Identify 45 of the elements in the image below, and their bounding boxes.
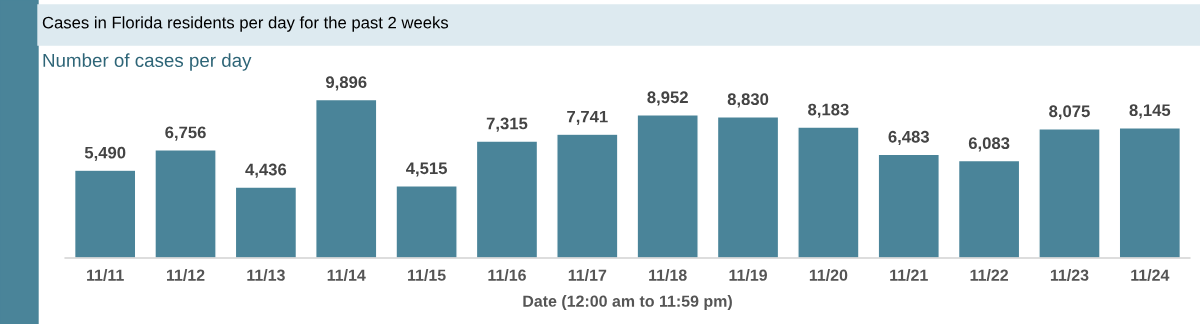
x-tick-label: 11/19	[729, 269, 767, 282]
data-label: 8,145	[1129, 104, 1171, 119]
bar	[234, 186, 298, 258]
chart-title: Cases in Florida residents per day for the past 2 weeks	[42, 16, 449, 32]
chart-subtitle: Number of cases per day	[43, 53, 252, 71]
data-label: 4,515	[406, 162, 447, 177]
bar	[1118, 126, 1182, 258]
bar	[877, 153, 940, 258]
x-tick-label: 11/16	[488, 269, 526, 282]
data-label: 9,896	[325, 76, 367, 91]
x-tick-label: 11/24	[1131, 269, 1170, 282]
bar	[475, 140, 539, 258]
data-label: 8,075	[1049, 105, 1090, 120]
x-tick-label: 11/11	[87, 269, 124, 282]
x-tick-label: 11/12	[167, 269, 205, 282]
x-tick-label: 11/14	[327, 269, 366, 282]
data-label: 6,483	[888, 130, 929, 146]
bar	[556, 133, 619, 258]
bar	[73, 169, 137, 258]
x-tick-label: 11/13	[247, 269, 285, 282]
data-label: 6,083	[968, 137, 1010, 152]
x-tick-label: 11/23	[1050, 269, 1089, 282]
data-label: 5,490	[84, 146, 126, 161]
bar	[1038, 128, 1101, 258]
x-tick-label: 11/18	[649, 269, 687, 282]
x-tick-label: 11/22	[970, 269, 1009, 282]
data-label: 6,756	[165, 126, 206, 141]
bar	[957, 159, 1021, 258]
bar	[797, 126, 860, 258]
x-tick-label: 11/15	[408, 269, 446, 282]
x-tick-label: 11/17	[568, 269, 607, 282]
data-label: 4,436	[245, 163, 287, 178]
bar	[315, 98, 378, 258]
bar	[716, 116, 780, 258]
data-label: 8,830	[727, 93, 769, 108]
x-tick-label: 11/20	[809, 269, 848, 282]
data-label: 7,741	[567, 110, 608, 125]
data-label: 8,183	[808, 103, 849, 118]
bar	[636, 114, 699, 258]
x-axis-title: Date (12:00 am to 11:59 pm)	[523, 295, 732, 310]
bar	[154, 149, 217, 258]
data-label: 7,315	[486, 117, 528, 132]
bar	[395, 185, 458, 258]
x-tick-label: 11/21	[890, 269, 928, 282]
data-label: 8,952	[647, 91, 688, 106]
